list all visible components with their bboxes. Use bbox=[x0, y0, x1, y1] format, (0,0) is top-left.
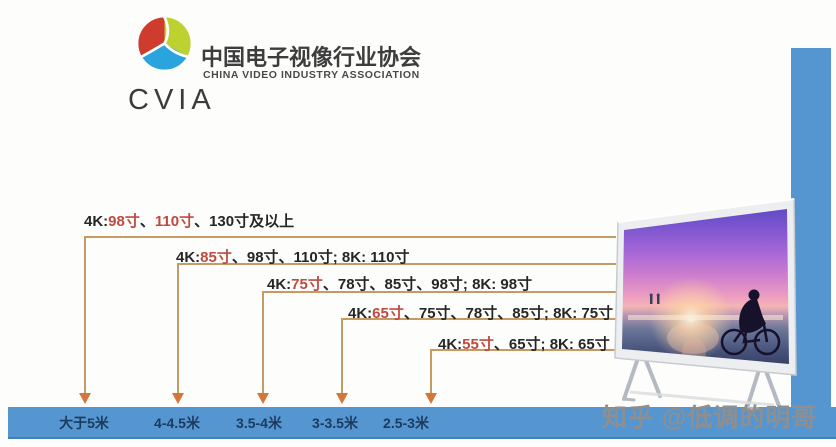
bracket-drop-1 bbox=[84, 236, 86, 393]
right-accent-bar bbox=[791, 48, 831, 409]
bracket-line-5 bbox=[430, 349, 616, 351]
bracket-line-1 bbox=[84, 236, 616, 238]
size-recommendation-row-1: 4K:98寸、110寸、130寸及以上 bbox=[84, 213, 295, 230]
beach-figures bbox=[649, 293, 660, 304]
size-recommendation-row-4: 4K:65寸、75寸、78寸、85寸; 8K: 75寸 bbox=[348, 305, 614, 322]
size-recommendation-row-3: 4K:75寸、78寸、85寸、98寸; 8K: 98寸 bbox=[267, 276, 533, 293]
cyclist-silhouette bbox=[720, 289, 781, 356]
distance-label-2: 4-4.5米 bbox=[154, 415, 200, 431]
association-name-en: CHINA VIDEO INDUSTRY ASSOCIATION bbox=[203, 69, 420, 81]
arrow-down-icon bbox=[336, 393, 348, 404]
arrow-down-icon bbox=[425, 393, 437, 404]
watermark: 知乎 @低调的明哥 bbox=[602, 404, 818, 432]
cvia-logo-sphere-icon bbox=[137, 16, 192, 71]
bracket-line-3 bbox=[262, 291, 616, 293]
bracket-drop-5 bbox=[430, 349, 432, 393]
bracket-drop-4 bbox=[341, 318, 343, 393]
bracket-line-2 bbox=[177, 263, 616, 265]
arrow-down-icon bbox=[172, 393, 184, 404]
tv-screen bbox=[622, 209, 789, 364]
bracket-drop-3 bbox=[262, 291, 264, 393]
viewing-distance-axis: 大于5米 4-4.5米 3.5-4米 3-3.5米 2.5-3米 bbox=[8, 407, 836, 439]
association-abbr: CVIA bbox=[128, 84, 216, 116]
bracket-drop-2 bbox=[177, 263, 179, 393]
arrow-down-icon bbox=[79, 393, 91, 404]
distance-label-4: 3-3.5米 bbox=[312, 415, 358, 431]
bracket-line-4 bbox=[341, 318, 616, 320]
size-recommendation-row-2: 4K:85寸、98寸、110寸; 8K: 110寸 bbox=[176, 249, 410, 266]
association-name-cn: 中国电子视像行业协会 bbox=[201, 45, 422, 70]
distance-label-3: 3.5-4米 bbox=[236, 415, 282, 431]
arrow-down-icon bbox=[257, 393, 269, 404]
tv-illustration bbox=[614, 198, 797, 411]
distance-label-1: 大于5米 bbox=[59, 415, 109, 431]
size-recommendation-row-5: 4K:55寸、65寸; 8K: 65寸 bbox=[438, 336, 610, 353]
distance-label-5: 2.5-3米 bbox=[383, 415, 429, 431]
